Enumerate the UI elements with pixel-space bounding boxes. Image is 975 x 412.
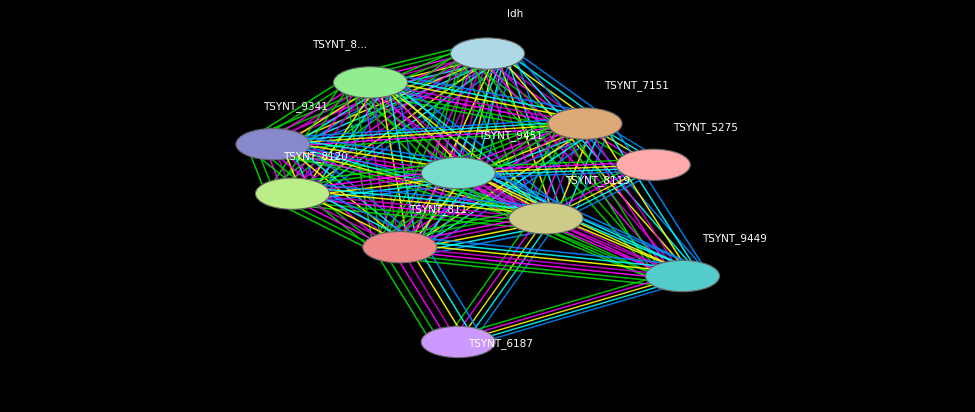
Ellipse shape	[509, 203, 583, 234]
Ellipse shape	[548, 108, 622, 139]
Ellipse shape	[255, 178, 330, 209]
Ellipse shape	[450, 38, 525, 69]
Ellipse shape	[616, 149, 690, 180]
Text: TSYNT_9341: TSYNT_9341	[263, 101, 329, 112]
Ellipse shape	[236, 129, 310, 160]
Text: TSYNT_9451: TSYNT_9451	[478, 130, 543, 141]
Text: TSYNT_8120: TSYNT_8120	[283, 151, 347, 162]
Text: TSYNT_9449: TSYNT_9449	[702, 233, 767, 244]
Text: TSYNT_5275: TSYNT_5275	[673, 122, 738, 133]
Ellipse shape	[363, 232, 437, 263]
Text: TSYNT_811..: TSYNT_811..	[410, 204, 475, 215]
Text: TSYNT_8...: TSYNT_8...	[312, 40, 368, 50]
Text: TSYNT_7151: TSYNT_7151	[604, 81, 670, 91]
Ellipse shape	[645, 260, 720, 292]
Text: TSYNT_6187: TSYNT_6187	[468, 338, 533, 349]
Text: ldh: ldh	[507, 9, 524, 19]
Text: TSYNT_8119: TSYNT_8119	[566, 176, 631, 186]
Ellipse shape	[333, 67, 408, 98]
Ellipse shape	[421, 326, 495, 358]
Ellipse shape	[421, 157, 495, 189]
